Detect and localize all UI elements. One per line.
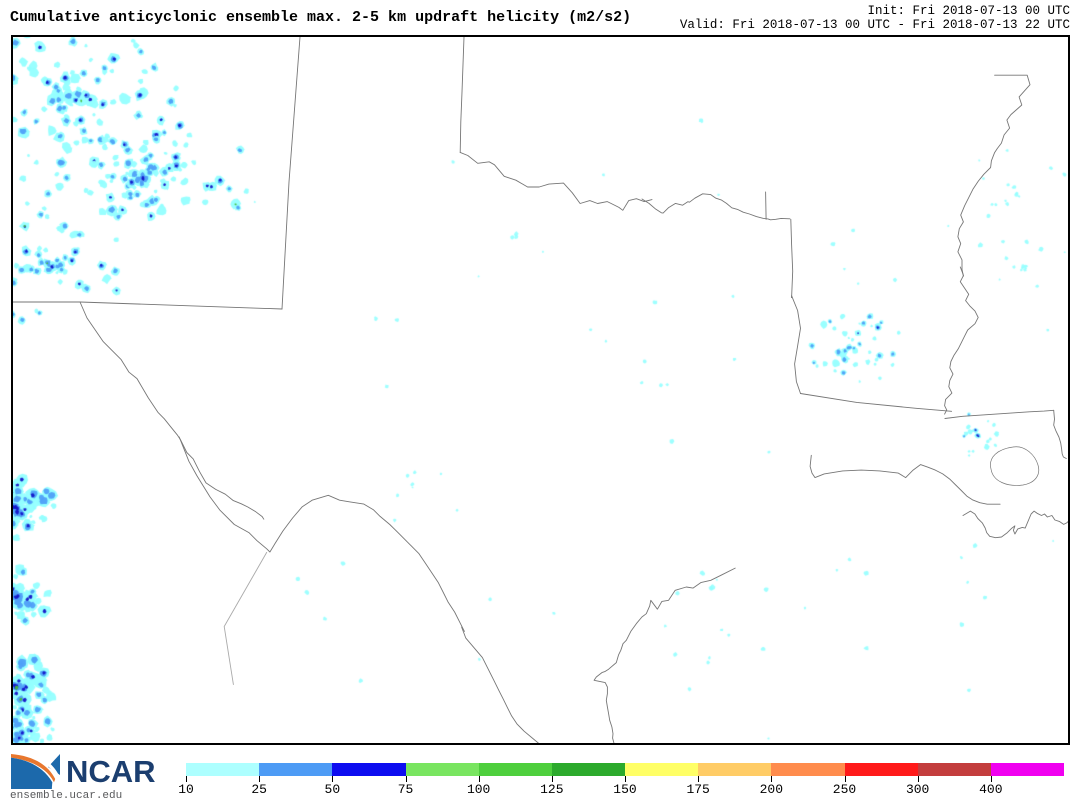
svg-text:NCAR: NCAR [66,754,156,789]
svg-text:ensemble.ucar.edu: ensemble.ucar.edu [10,790,122,800]
